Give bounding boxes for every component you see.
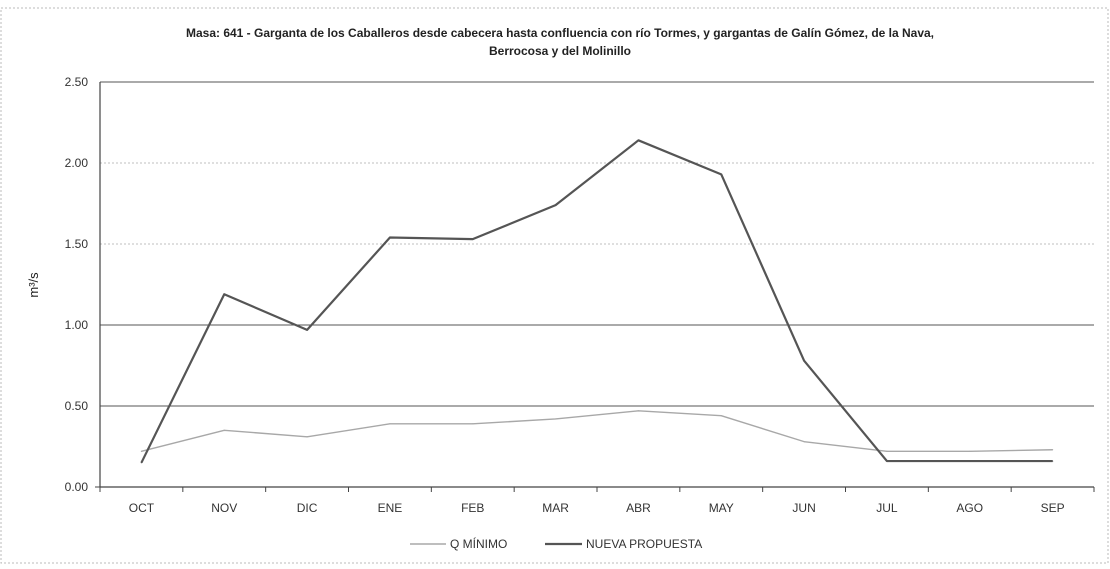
y-tick-labels: 0.00 0.50 1.00 1.50 2.00 2.50	[65, 75, 89, 494]
data-point	[306, 436, 308, 438]
x-tick-label: NOV	[211, 501, 237, 515]
chart-title-line2: Berrocosa y del Molinillo	[489, 44, 631, 58]
data-point	[140, 462, 143, 464]
data-point	[223, 429, 225, 431]
data-point	[140, 450, 143, 452]
data-point	[637, 410, 640, 412]
data-point	[803, 360, 805, 362]
x-tick-label: OCT	[129, 501, 155, 515]
y-tick-label: 0.00	[65, 480, 89, 494]
data-point	[554, 204, 557, 206]
y-tick-label: 1.50	[65, 237, 89, 251]
series-line-q-minimo	[141, 410, 1053, 453]
data-point	[803, 441, 805, 443]
y-tick-label: 2.50	[65, 75, 89, 89]
data-point	[886, 450, 888, 452]
y-tick-label: 1.00	[65, 318, 89, 332]
data-point	[306, 329, 308, 331]
series-lines	[140, 139, 1054, 464]
x-tick-label: FEB	[461, 501, 484, 515]
x-tick-label: MAR	[542, 501, 569, 515]
x-tick-label: ENE	[378, 501, 403, 515]
chart-title: Masa: 641 - Garganta de los Caballeros d…	[186, 26, 934, 40]
data-point	[389, 423, 391, 425]
data-point	[1051, 460, 1054, 462]
data-point	[720, 415, 722, 417]
x-tick-label: MAY	[709, 501, 734, 515]
x-tick-label: DIC	[297, 501, 318, 515]
data-point	[1051, 449, 1054, 451]
data-point	[969, 450, 971, 452]
data-point	[472, 423, 474, 425]
legend-entry: NUEVA PROPUESTA	[586, 537, 702, 551]
data-point	[886, 460, 888, 462]
grid-lines	[100, 81, 1094, 407]
x-tick-label: SEP	[1041, 501, 1065, 515]
data-point	[720, 173, 722, 175]
y-tick-label: 2.00	[65, 156, 89, 170]
y-tick-label: 0.50	[65, 399, 89, 413]
x-tick-label: ABR	[626, 501, 651, 515]
x-tick-label: JUN	[792, 501, 815, 515]
x-tick-label: JUL	[876, 501, 898, 515]
data-point	[472, 238, 474, 240]
data-point	[637, 139, 640, 141]
axes	[95, 82, 1095, 492]
y-axis-label: m³/s	[26, 272, 41, 298]
x-tick-labels: OCT NOV DIC ENE FEB MAR ABR MAY JUN JUL AGO SEP	[129, 501, 1065, 515]
data-point	[389, 236, 391, 239]
chart-frame	[0, 7, 1109, 564]
series-line-nueva-propuesta	[140, 139, 1053, 464]
legend: Q MÍNIMO NUEVA PROPUESTA	[410, 536, 702, 551]
legend-entry: Q MÍNIMO	[450, 536, 507, 551]
x-tick-label: AGO	[956, 501, 983, 515]
data-point	[554, 418, 557, 420]
data-point	[223, 293, 225, 295]
data-point	[969, 460, 971, 462]
